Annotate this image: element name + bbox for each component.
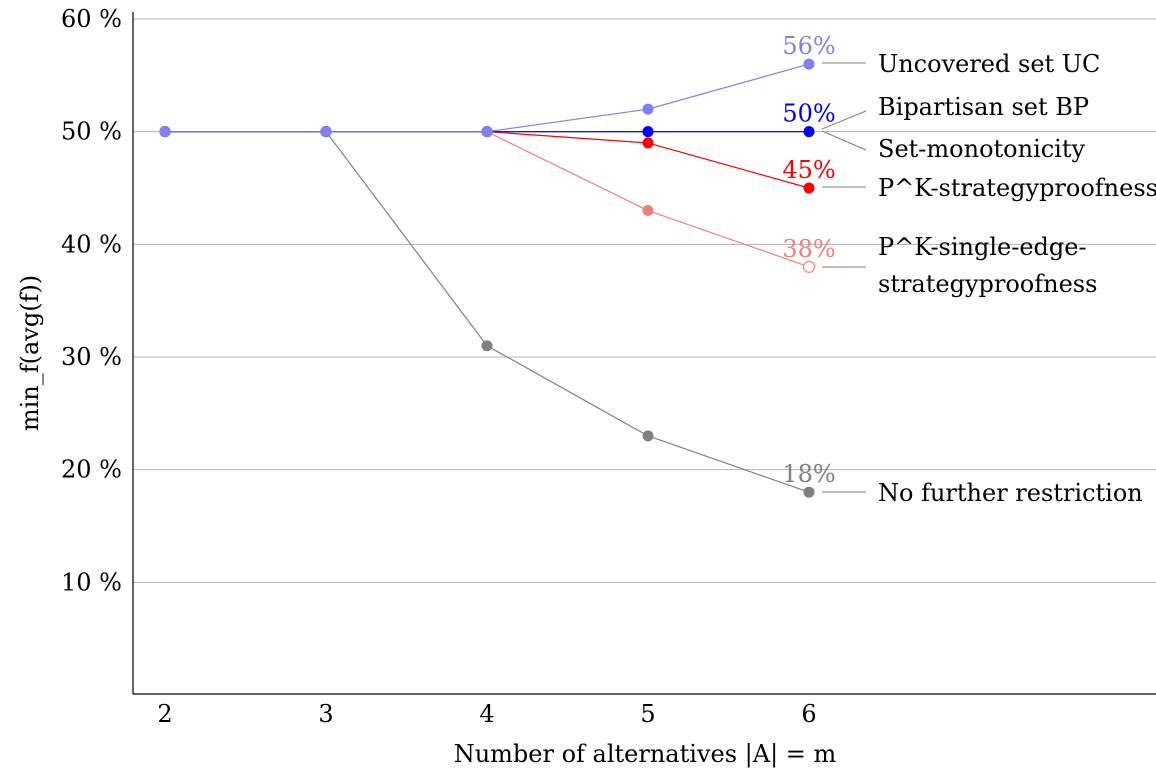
y-tick-label: 30 % [61,343,122,371]
point-no-further-restriction [803,486,815,498]
data-label-bipartisan-set-bp: 50% [782,100,835,128]
leader-bp [821,110,867,130]
point-uncovered-set-uc [320,126,332,138]
point-no-further-restriction [481,340,493,352]
point-bipartisan-set-bp [803,126,815,138]
point-no-further-restriction [642,430,654,442]
y-tick-label: 40 % [61,230,122,258]
y-tick-label: 20 % [61,456,122,484]
series-line-p-k-single-edge-strategyproofness [165,131,810,268]
y-tick-label: 10 % [61,568,122,596]
label-uncovered-set: Uncovered set UC [878,50,1100,78]
point-uncovered-set-uc [481,126,493,138]
series-markers [159,58,816,498]
series-line-uncovered-set-uc [165,63,810,133]
series-annotations: Uncovered set UC Bipartisan set BP Set-m… [878,50,1156,507]
data-label-p-k-single-edge-strategyproofness: 38% [782,235,835,263]
label-pk-strategyproofness: P^K-strategyproofness [878,174,1156,202]
data-label-uncovered-set-uc: 56% [782,32,835,60]
y-axis-label: min_f(avg(f)) [16,275,44,431]
x-tick-label: 3 [318,700,333,728]
x-tick-label: 4 [479,700,494,728]
data-label-p-k-strategyproofness: 45% [782,156,835,184]
point-p-k-single-edge-strategyproofness [802,260,816,273]
x-tick-labels: 2 3 4 5 6 [157,700,816,728]
label-pk-single-edge-line1: P^K-single-edge- [878,233,1087,261]
leader-setmono [821,130,867,151]
y-tick-label: 50 % [61,118,122,146]
y-tick-label: 60 % [61,5,122,33]
label-set-monotonicity: Set-monotonicity [878,135,1086,163]
data-label-no-further-restriction: 18% [782,460,835,488]
axes [132,12,1156,695]
label-leader-lines [821,62,867,493]
data-labels: 18% 38% 45% 50% 56% [782,32,835,488]
series-line-no-further-restriction [165,131,810,493]
y-tick-labels: 10 % 20 % 30 % 40 % 50 % 60 % [61,5,122,596]
point-uncovered-set-uc [159,126,171,138]
point-p-k-strategyproofness [803,182,815,194]
x-axis-label: Number of alternatives |A| = m [454,740,837,769]
point-uncovered-set-uc [803,58,815,70]
x-tick-label: 2 [157,700,172,728]
point-uncovered-set-uc [642,103,654,115]
point-p-k-single-edge-strategyproofness [642,205,654,217]
point-bipartisan-set-bp [642,126,654,138]
label-pk-single-edge-line2: strategyproofness [878,270,1097,298]
series-line-p-k-strategyproofness [165,131,810,189]
label-bipartisan-set: Bipartisan set BP [878,93,1089,121]
x-tick-label: 5 [640,700,655,728]
x-tick-label: 6 [801,700,816,728]
point-p-k-strategyproofness [642,137,654,149]
label-no-further-restriction: No further restriction [878,479,1143,507]
